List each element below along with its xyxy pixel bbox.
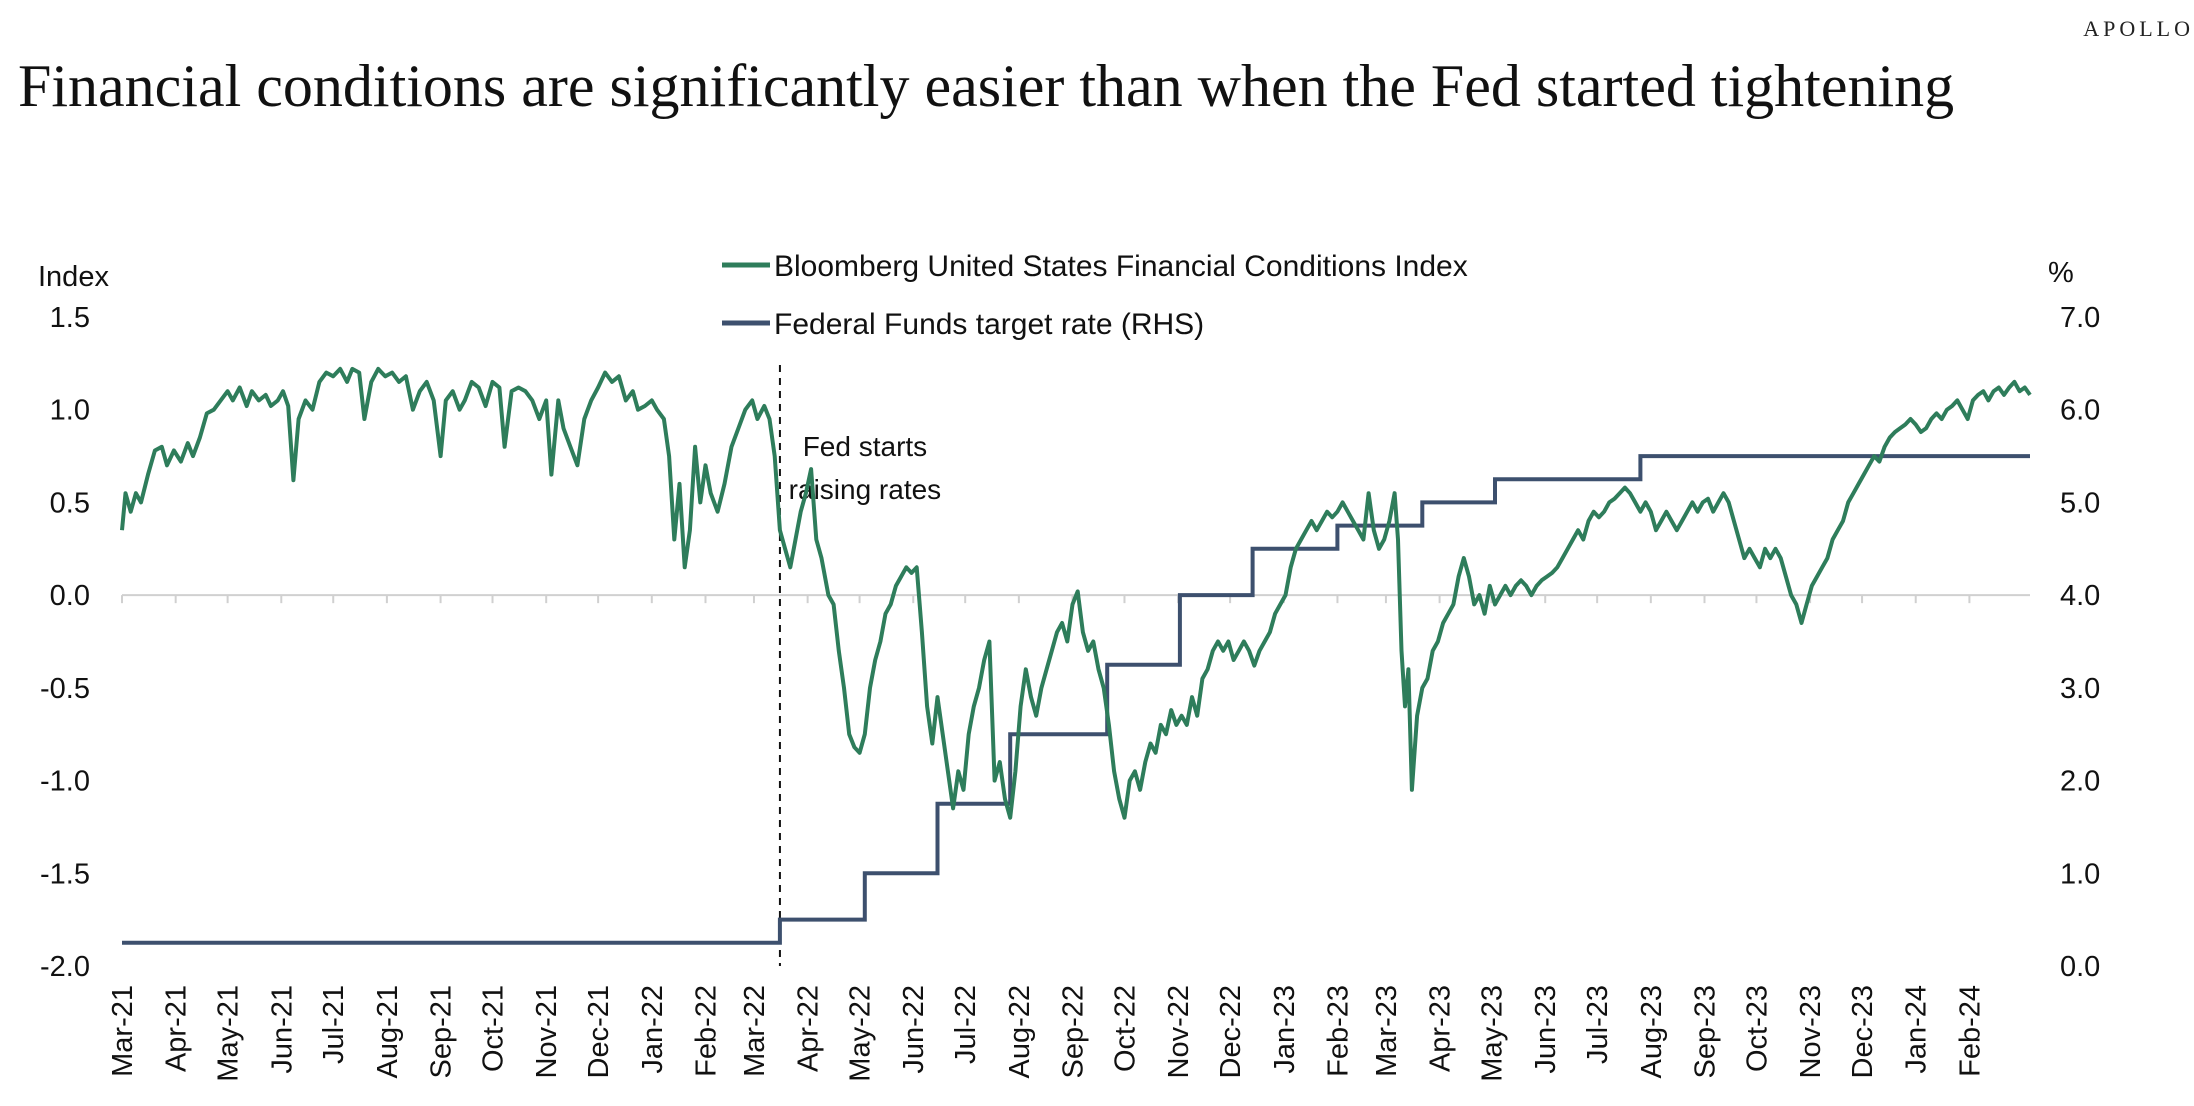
x-tick-label: Apr-22 xyxy=(793,985,825,1072)
x-tick-label: Apr-21 xyxy=(161,985,193,1072)
left-axis-ticks: 1.5 1.0 0.5 0.0 -0.5 -1.0 -1.5 -2.0 xyxy=(40,302,90,983)
left-tick-label: -1.5 xyxy=(40,858,90,890)
x-tick-label: Dec-21 xyxy=(583,985,615,1079)
x-tick-label: Jan-22 xyxy=(637,985,669,1074)
x-tick-label: May-22 xyxy=(845,985,877,1082)
x-tick-label: Oct-23 xyxy=(1741,985,1773,1072)
x-tick-label: Jul-23 xyxy=(1582,985,1614,1064)
legend-label-fci: Bloomberg United States Financial Condit… xyxy=(774,250,1468,283)
x-tick-label: Jan-23 xyxy=(1269,985,1301,1074)
x-tick-label: Nov-21 xyxy=(531,985,563,1079)
right-tick-label: 6.0 xyxy=(2060,395,2100,427)
x-tick-label: Jun-22 xyxy=(898,985,930,1074)
right-axis-label: % xyxy=(2048,257,2074,289)
x-tick-label: Jun-23 xyxy=(1530,985,1562,1074)
right-tick-label: 7.0 xyxy=(2060,302,2100,334)
x-tick-label: Aug-22 xyxy=(1004,985,1036,1079)
x-tick-label: Jun-21 xyxy=(266,985,298,1074)
x-tick-label: Jul-22 xyxy=(950,985,982,1064)
chart-title: Financial conditions are significantly e… xyxy=(18,53,1955,119)
x-tick-label: Dec-22 xyxy=(1215,985,1247,1079)
legend-label-fed-funds: Federal Funds target rate (RHS) xyxy=(774,308,1204,341)
right-tick-label: 2.0 xyxy=(2060,766,2100,798)
annotation-line-1: Fed starts xyxy=(803,431,927,462)
legend: Bloomberg United States Financial Condit… xyxy=(722,250,1468,341)
left-tick-label: 0.5 xyxy=(50,487,90,519)
left-tick-label: -2.0 xyxy=(40,951,90,983)
right-tick-label: 3.0 xyxy=(2060,673,2100,705)
x-tick-label: Feb-22 xyxy=(690,985,722,1077)
x-tick-label: May-21 xyxy=(213,985,245,1082)
left-axis-label: Index xyxy=(38,261,109,293)
x-tick-label: Sep-22 xyxy=(1058,985,1090,1079)
x-tick-label: Aug-23 xyxy=(1636,985,1668,1079)
x-tick-label: Oct-21 xyxy=(478,985,510,1072)
right-tick-label: 0.0 xyxy=(2060,951,2100,983)
x-tick-label: Feb-23 xyxy=(1322,985,1354,1077)
brand-logo: APOLLO xyxy=(2083,16,2194,41)
right-tick-label: 5.0 xyxy=(2060,487,2100,519)
x-tick-label: Feb-24 xyxy=(1954,985,1986,1077)
x-tick-label: May-23 xyxy=(1477,985,1509,1082)
x-tick-label: Sep-21 xyxy=(426,985,458,1079)
x-tick-label: Jul-21 xyxy=(318,985,350,1064)
x-tick-label: Apr-23 xyxy=(1425,985,1457,1072)
left-tick-label: 0.0 xyxy=(50,580,90,612)
x-tick-label: Aug-21 xyxy=(372,985,404,1079)
x-tick-label: Jan-24 xyxy=(1901,985,1933,1074)
right-tick-label: 4.0 xyxy=(2060,580,2100,612)
series-line-fci xyxy=(120,366,2032,820)
x-tick-label: Nov-23 xyxy=(1795,985,1827,1079)
x-tick-label: Sep-23 xyxy=(1689,985,1721,1079)
x-axis-labels: Mar-21 Apr-21 May-21 Jun-21 Jul-21 Aug-21 Sep-… xyxy=(107,985,1986,1082)
x-tick-label: Dec-23 xyxy=(1847,985,1879,1079)
x-tick-marks xyxy=(121,595,1971,604)
right-axis-ticks: 7.0 6.0 5.0 4.0 3.0 2.0 1.0 0.0 xyxy=(2060,302,2100,983)
x-tick-label: Mar-22 xyxy=(739,985,771,1077)
left-tick-label: 1.0 xyxy=(50,395,90,427)
x-tick-label: Mar-23 xyxy=(1371,985,1403,1077)
series-line-fed-funds xyxy=(122,454,2030,945)
x-tick-label: Oct-22 xyxy=(1109,985,1141,1072)
left-tick-label: -0.5 xyxy=(40,673,90,705)
left-tick-label: -1.0 xyxy=(40,766,90,798)
x-tick-label: Mar-21 xyxy=(107,985,139,1077)
right-tick-label: 1.0 xyxy=(2060,858,2100,890)
x-tick-label: Nov-22 xyxy=(1163,985,1195,1079)
left-tick-label: 1.5 xyxy=(50,302,90,334)
